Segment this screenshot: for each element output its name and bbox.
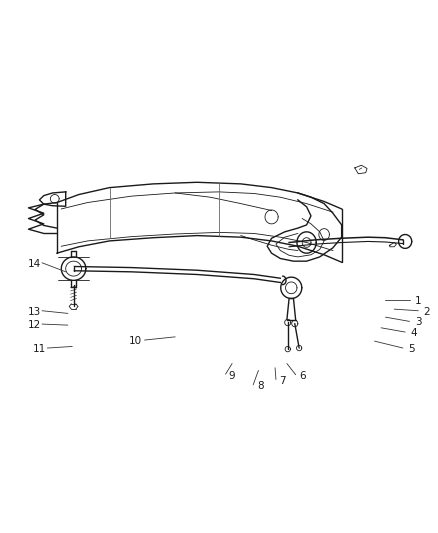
Text: 11: 11 — [33, 344, 46, 354]
Text: 7: 7 — [279, 376, 286, 386]
Text: 3: 3 — [415, 318, 422, 327]
Text: 12: 12 — [28, 320, 41, 330]
Text: 6: 6 — [299, 371, 306, 381]
Text: 14: 14 — [28, 259, 41, 269]
Text: 4: 4 — [410, 328, 417, 338]
Text: 2: 2 — [424, 307, 431, 317]
Text: 9: 9 — [229, 371, 236, 381]
Text: 1: 1 — [415, 296, 422, 306]
Text: 13: 13 — [28, 307, 41, 317]
Text: 10: 10 — [129, 336, 142, 346]
Text: 5: 5 — [408, 344, 415, 354]
Text: 8: 8 — [257, 382, 264, 391]
